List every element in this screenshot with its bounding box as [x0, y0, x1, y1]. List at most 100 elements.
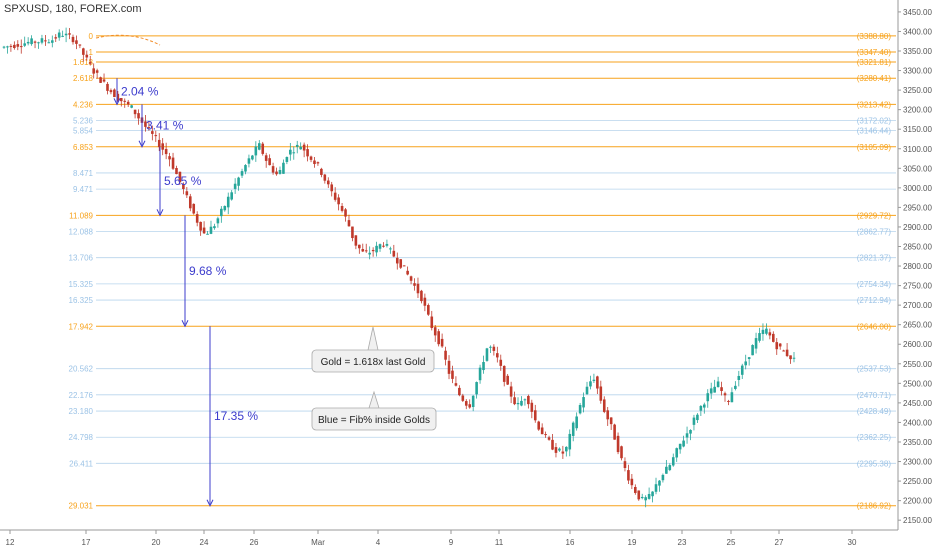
candle-body: [740, 365, 744, 375]
candle-body: [647, 493, 651, 499]
candle-body: [596, 376, 599, 389]
fib-price-label: (2295.38): [857, 459, 892, 468]
y-tick-label: 2150.00: [903, 516, 932, 525]
candle-body: [23, 43, 26, 46]
gold-callout-box: [311, 349, 435, 373]
x-tick-label: 20: [152, 538, 161, 547]
candle-body: [113, 89, 116, 98]
candle-body: [665, 466, 668, 474]
callout-pointer: [368, 390, 380, 409]
candle-body: [413, 283, 416, 286]
candle-body: [61, 35, 64, 37]
candle-body: [696, 414, 699, 421]
candle-body: [26, 41, 30, 44]
candle-body: [471, 395, 475, 408]
y-tick-label: 2200.00: [903, 497, 932, 506]
candle-body: [758, 333, 761, 341]
candle-body: [420, 290, 423, 302]
candle-body: [468, 404, 472, 408]
candle-body: [92, 68, 95, 74]
fib-ratio-label: 2.618: [73, 74, 94, 83]
candle-body: [637, 490, 641, 500]
candle-body: [461, 395, 465, 401]
y-tick-label: 2950.00: [903, 203, 932, 212]
candle-body: [247, 158, 251, 164]
candle-body: [692, 417, 696, 425]
fib-price-label: (3146.44): [857, 127, 892, 136]
candle-body: [685, 433, 689, 438]
candle-body: [616, 435, 620, 453]
candle-body: [592, 379, 596, 381]
candle-body: [16, 44, 20, 47]
candle-body: [575, 416, 578, 429]
candle-body: [326, 180, 330, 185]
candle-body: [147, 127, 151, 129]
candle-body: [765, 328, 768, 334]
candle-body: [709, 388, 713, 394]
candle-body: [623, 461, 627, 469]
candle-body: [320, 168, 323, 175]
candle-body: [385, 243, 389, 246]
candle-body: [437, 331, 440, 345]
candle-body: [644, 497, 647, 501]
fib-price-label: (2646.00): [857, 322, 892, 331]
candle-body: [151, 131, 154, 134]
candle-body: [789, 355, 792, 360]
candle-body: [233, 183, 237, 189]
arrowhead-icon: [138, 140, 146, 148]
candle-body: [71, 36, 75, 43]
candle-body: [751, 345, 754, 356]
candle-body: [516, 402, 520, 405]
candle-body: [364, 250, 368, 252]
candle-body: [164, 148, 168, 155]
fib-ratio-label: 13.706: [69, 254, 94, 263]
x-tick-label: 9: [449, 538, 454, 547]
fib-price-label: (3388.80): [857, 32, 892, 41]
candle-body: [220, 208, 223, 217]
candle-body: [244, 165, 247, 172]
y-tick-label: 2400.00: [903, 418, 932, 427]
candle-body: [78, 44, 82, 46]
fib-price-label: (3347.40): [857, 48, 892, 57]
fib-price-label: (2470.71): [857, 391, 892, 400]
candle-body: [13, 44, 16, 49]
percent-move-label: 2.04 %: [121, 84, 159, 98]
candle-body: [340, 205, 344, 211]
fib-ratio-label: 23.180: [69, 407, 94, 416]
candle-body: [599, 386, 603, 401]
candle-body: [720, 387, 723, 391]
candle-body: [772, 333, 775, 342]
x-tick-label: 23: [678, 538, 687, 547]
y-tick-label: 3350.00: [903, 47, 932, 56]
candle-body: [54, 37, 58, 39]
candle-body: [299, 146, 302, 150]
candle-body: [313, 160, 316, 165]
candle-body: [344, 209, 347, 217]
fib-ratio-label: 26.411: [69, 459, 93, 468]
candle-body: [30, 38, 33, 45]
candle-body: [57, 32, 61, 38]
candle-body: [399, 259, 403, 268]
candle-body: [723, 393, 727, 396]
x-tick-label: 12: [6, 538, 15, 547]
fib-ratio-label: 0: [89, 32, 94, 41]
candle-body: [354, 235, 358, 246]
candle-body: [261, 143, 265, 154]
candle-body: [309, 156, 313, 160]
candle-body: [237, 177, 240, 186]
candle-body: [520, 400, 523, 406]
percent-move-label: 3.41 %: [146, 119, 184, 133]
x-tick-label: 26: [250, 538, 259, 547]
fib-ratio-label: 1.618: [73, 58, 94, 67]
candle-body: [582, 397, 585, 408]
callouts-layer: Gold = 1.618x last Gold Blue = Fib% insid…: [311, 326, 437, 431]
candle-body: [302, 144, 306, 151]
candle-body: [675, 448, 679, 458]
y-tick-label: 3000.00: [903, 184, 932, 193]
candle-body: [661, 474, 665, 481]
fib-ratio-label: 1: [89, 48, 94, 57]
candle-body: [433, 327, 437, 336]
candle-body: [554, 447, 558, 453]
